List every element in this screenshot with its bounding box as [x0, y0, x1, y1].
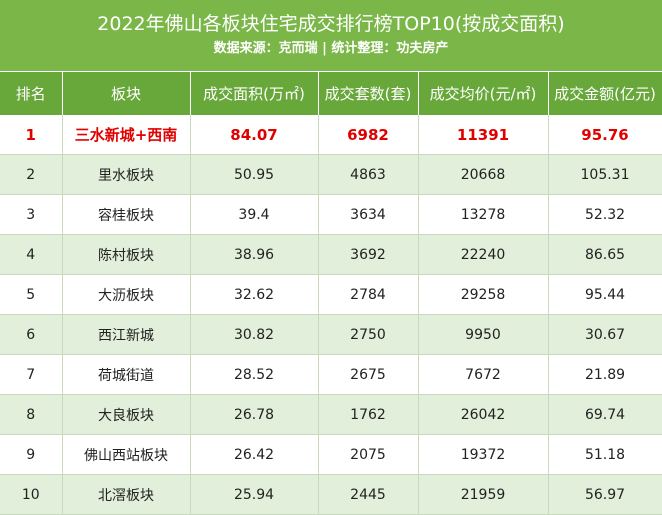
table-row: 1 三水新城+西南 84.07 6982 11391 95.76 [0, 115, 662, 155]
table-cell: 39.4 [190, 194, 319, 235]
table-row: 3 容桂板块 39.4 3634 13278 52.32 [0, 194, 662, 235]
table-cell: 陈村板块 [62, 234, 191, 275]
table-cell: 56.97 [548, 474, 662, 515]
table-cell: 21.89 [548, 354, 662, 395]
table-cell: 13278 [418, 194, 549, 235]
table-cell: 7672 [418, 354, 549, 395]
table-cell: 52.32 [548, 194, 662, 235]
table-cell: 2784 [318, 274, 419, 315]
column-header: 排名 [0, 72, 63, 115]
table-cell: 西江新城 [62, 314, 191, 355]
column-header: 成交套数(套) [318, 72, 419, 115]
table-cell: 30.82 [190, 314, 319, 355]
column-header: 成交金额(亿元) [548, 72, 662, 115]
table-cell: 30.67 [548, 314, 662, 355]
subtitle: 数据来源：克而瑞 | 统计整理：功夫房产 [213, 41, 449, 56]
table-cell: 1762 [318, 394, 419, 435]
table-cell: 20668 [418, 154, 549, 195]
table-cell: 7 [0, 354, 63, 395]
table-cell: 21959 [418, 474, 549, 515]
table-cell: 容桂板块 [62, 194, 191, 235]
table-body: 1 三水新城+西南 84.07 6982 11391 95.76 2 里水板块 50.95 486… [0, 115, 662, 515]
table-row: 7 荷城街道 28.52 2675 7672 21.89 [0, 354, 662, 395]
table-cell: 19372 [418, 434, 549, 475]
table-cell: 荷城街道 [62, 354, 191, 395]
table-cell: 5 [0, 274, 63, 315]
title-bar: 2022年佛山各板块住宅成交排行榜TOP10(按成交面积) 数据来源：克而瑞 |… [0, 0, 662, 72]
table-row: 8 大良板块 26.78 1762 26042 69.74 [0, 394, 662, 435]
table-cell: 22240 [418, 234, 549, 275]
table-cell: 佛山西站板块 [62, 434, 191, 475]
table-cell: 105.31 [548, 154, 662, 195]
column-header: 成交均价(元/㎡) [418, 72, 549, 115]
table-cell: 10 [0, 474, 63, 515]
table-row: 10 北滘板块 25.94 2445 21959 56.97 [0, 474, 662, 515]
table-row: 5 大沥板块 32.62 2784 29258 95.44 [0, 274, 662, 315]
table-cell: 2075 [318, 434, 419, 475]
table-cell: 三水新城+西南 [62, 115, 191, 155]
table-cell: 大良板块 [62, 394, 191, 435]
table-cell: 95.76 [548, 115, 662, 155]
table-cell: 2 [0, 154, 63, 195]
table-cell: 3692 [318, 234, 419, 275]
table-cell: 28.52 [190, 354, 319, 395]
table-cell: 6 [0, 314, 63, 355]
table-cell: 51.18 [548, 434, 662, 475]
ranking-table: 排名 板块 成交面积(万㎡) 成交套数(套) 成交均价(元/㎡) 成交金额(亿元) 1 三水… [0, 72, 662, 515]
table-row: 9 佛山西站板块 26.42 2075 19372 51.18 [0, 434, 662, 475]
table-row: 4 陈村板块 38.96 3692 22240 86.65 [0, 234, 662, 275]
table-cell: 2750 [318, 314, 419, 355]
table-cell: 26042 [418, 394, 549, 435]
table-cell: 9 [0, 434, 63, 475]
table-cell: 4863 [318, 154, 419, 195]
table-cell: 大沥板块 [62, 274, 191, 315]
table-cell: 1 [0, 115, 63, 155]
table-cell: 6982 [318, 115, 419, 155]
table-cell: 95.44 [548, 274, 662, 315]
table-cell: 2445 [318, 474, 419, 515]
table-cell: 50.95 [190, 154, 319, 195]
table-cell: 北滘板块 [62, 474, 191, 515]
table-cell: 38.96 [190, 234, 319, 275]
table-cell: 84.07 [190, 115, 319, 155]
table-cell: 26.78 [190, 394, 319, 435]
table-cell: 3634 [318, 194, 419, 235]
table-cell: 69.74 [548, 394, 662, 435]
table-cell: 11391 [418, 115, 549, 155]
table-cell: 32.62 [190, 274, 319, 315]
title: 2022年佛山各板块住宅成交排行榜TOP10(按成交面积) [97, 13, 565, 35]
column-header: 成交面积(万㎡) [190, 72, 319, 115]
table-cell: 8 [0, 394, 63, 435]
table-cell: 4 [0, 234, 63, 275]
table-cell: 26.42 [190, 434, 319, 475]
table-cell: 25.94 [190, 474, 319, 515]
table-cell: 9950 [418, 314, 549, 355]
column-header: 板块 [62, 72, 191, 115]
table-row: 2 里水板块 50.95 4863 20668 105.31 [0, 154, 662, 195]
table-cell: 86.65 [548, 234, 662, 275]
table-cell: 2675 [318, 354, 419, 395]
table-cell: 29258 [418, 274, 549, 315]
table-row: 6 西江新城 30.82 2750 9950 30.67 [0, 314, 662, 355]
table-cell: 里水板块 [62, 154, 191, 195]
header-row: 排名 板块 成交面积(万㎡) 成交套数(套) 成交均价(元/㎡) 成交金额(亿元) [0, 72, 662, 115]
table-cell: 3 [0, 194, 63, 235]
